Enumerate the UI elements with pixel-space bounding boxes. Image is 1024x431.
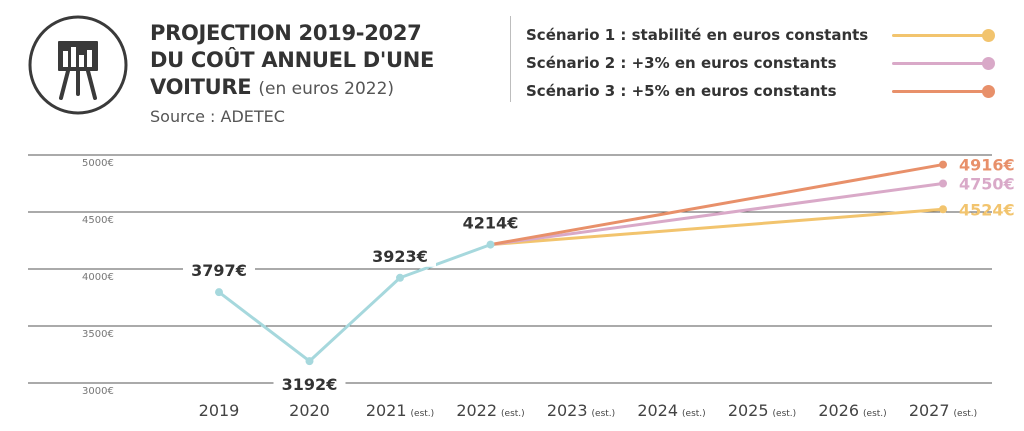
scenario-line — [489, 163, 945, 247]
x-tick-label: 2026 (est.) — [818, 401, 886, 420]
chart-title: PROJECTION 2019-2027 DU COÛT ANNUEL D'UN… — [150, 20, 500, 103]
y-tick-label: 3000€ — [82, 386, 114, 397]
y-tick-label: 5000€ — [82, 158, 114, 169]
data-label: 3797€ — [191, 261, 247, 280]
scenario-end-label: 4916€ — [959, 156, 1015, 175]
scenario-line — [489, 207, 945, 247]
historical-point — [215, 288, 223, 297]
historical-point — [486, 240, 495, 249]
y-tick-label: 4000€ — [82, 272, 114, 283]
legend-swatch-dot — [982, 85, 995, 98]
chart-source: Source : ADETEC — [150, 107, 285, 126]
x-tick-label: 2027 (est.) — [909, 401, 977, 420]
historical-point — [305, 357, 314, 366]
legend-swatch-dot — [982, 57, 995, 70]
legend-label: Scénario 1 : stabilité en euros constant… — [526, 26, 869, 44]
title-line-1: PROJECTION 2019-2027 — [150, 21, 422, 45]
data-label: 3192€ — [282, 375, 338, 394]
x-tick-label: 2020 — [289, 401, 330, 420]
data-label: 3923€ — [372, 247, 428, 266]
title-line-2: DU COÛT ANNUEL D'UNE — [150, 48, 435, 72]
y-tick-label: 4500€ — [82, 215, 114, 226]
legend-item-scenario-2: Scénario 2 : +3% en euros constants — [526, 54, 1006, 82]
legend-label: Scénario 3 : +5% en euros constants — [526, 82, 837, 100]
easel-chart-logo-icon — [28, 15, 128, 115]
historical-point — [396, 273, 404, 282]
scenario-end-label: 4524€ — [959, 200, 1015, 219]
x-tick-label: 2021 (est.) — [366, 401, 434, 420]
scenario-end-point — [939, 179, 947, 188]
legend: Scénario 1 : stabilité en euros constant… — [526, 26, 1006, 110]
x-tick-label: 2024 (est.) — [637, 401, 705, 420]
data-label-background — [273, 374, 346, 396]
title-unit: (en euros 2022) — [258, 79, 395, 99]
legend-swatch-line — [892, 34, 988, 37]
x-tick-label: 2025 (est.) — [728, 401, 796, 420]
legend-label: Scénario 2 : +3% en euros constants — [526, 54, 837, 72]
title-word: VOITURE — [150, 75, 252, 99]
data-label-background — [183, 260, 255, 282]
x-tick-label: 2022 (est.) — [456, 401, 524, 420]
legend-item-scenario-1: Scénario 1 : stabilité en euros constant… — [526, 26, 1006, 54]
x-tick-label: 2019 — [199, 401, 240, 420]
scenario-end-point — [939, 205, 947, 214]
legend-swatch-line — [892, 62, 988, 65]
data-label: 4214€ — [463, 214, 519, 233]
data-label-background — [454, 212, 527, 234]
data-label-background — [364, 245, 436, 267]
y-tick-label: 3500€ — [82, 329, 114, 340]
scenario-line — [489, 182, 945, 247]
legend-item-scenario-3: Scénario 3 : +5% en euros constants — [526, 82, 1006, 110]
header-divider — [510, 16, 511, 102]
historical-line — [218, 243, 492, 363]
scenario-end-point — [939, 160, 947, 169]
legend-swatch-line — [892, 90, 988, 93]
x-tick-label: 2023 (est.) — [547, 401, 615, 420]
scenario-end-label: 4750€ — [959, 175, 1015, 194]
legend-swatch-dot — [982, 29, 995, 42]
title-line-3: VOITURE (en euros 2022) — [150, 74, 500, 103]
